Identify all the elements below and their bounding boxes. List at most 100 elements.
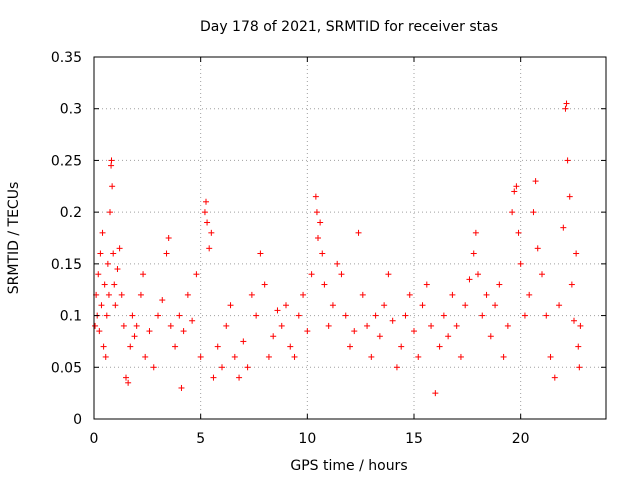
data-point: [313, 209, 320, 216]
data-point: [236, 374, 243, 381]
data-point: [287, 343, 294, 350]
data-point: [210, 374, 217, 381]
data-point: [261, 281, 268, 288]
data-point: [204, 219, 211, 226]
data-point: [98, 302, 105, 309]
data-point: [402, 312, 409, 319]
data-point: [568, 281, 575, 288]
data-point: [551, 374, 558, 381]
data-point: [419, 302, 426, 309]
data-point: [197, 353, 204, 360]
x-axis-label: GPS time / hours: [290, 458, 407, 474]
data-point: [125, 379, 132, 386]
data-point: [440, 312, 447, 319]
data-point: [479, 312, 486, 319]
data-point: [184, 291, 191, 298]
data-point: [108, 162, 115, 169]
data-point: [108, 157, 115, 164]
data-point: [573, 250, 580, 257]
data-point: [445, 333, 452, 340]
data-point: [556, 302, 563, 309]
chart-title: Day 178 of 2021, SRMTID for receiver sta…: [200, 19, 498, 35]
data-point: [227, 302, 234, 309]
data-point: [406, 291, 413, 298]
data-point: [315, 235, 321, 241]
plot-frame: [93, 56, 607, 420]
data-point: [104, 260, 111, 267]
data-point: [432, 390, 439, 397]
y-tick-label: 0.05: [51, 360, 82, 376]
data-point: [219, 364, 225, 371]
data-point: [155, 312, 161, 319]
data-point: [449, 291, 456, 298]
data-point: [576, 364, 583, 371]
data-point: [325, 322, 332, 329]
data-point: [457, 353, 464, 360]
y-axis-label: SRMTID / TECUs: [6, 182, 22, 295]
data-point: [500, 353, 507, 360]
data-point: [509, 209, 516, 216]
data-point: [364, 322, 371, 329]
data-point: [100, 343, 107, 350]
y-tick-label: 0.3: [60, 102, 82, 118]
data-point: [530, 209, 537, 216]
data-point: [189, 317, 196, 324]
data-point: [193, 271, 200, 278]
data-point: [118, 291, 125, 298]
data-point: [496, 281, 503, 288]
data-point: [563, 100, 570, 107]
data-point: [107, 209, 113, 216]
x-tick-label: 5: [196, 431, 205, 447]
data-point: [150, 364, 157, 371]
data-point: [137, 291, 144, 298]
data-point: [295, 312, 302, 319]
data-point: [534, 245, 541, 252]
data-point: [146, 328, 153, 335]
data-point: [178, 384, 185, 391]
data-point: [321, 281, 328, 288]
data-point: [253, 312, 260, 319]
y-tick-label: 0: [73, 412, 82, 428]
x-tick-label: 15: [405, 431, 423, 447]
data-point: [265, 353, 272, 360]
data-point: [278, 322, 285, 329]
y-tick-label: 0.1: [60, 309, 82, 325]
data-point: [472, 229, 479, 236]
data-point: [105, 291, 112, 298]
data-point: [389, 317, 396, 324]
data-point: [560, 224, 567, 231]
data-point: [385, 271, 392, 278]
data-point: [428, 322, 435, 329]
data-point: [547, 353, 554, 360]
data-point: [453, 322, 460, 329]
data-point: [398, 343, 405, 350]
data-point: [342, 312, 349, 319]
data-point: [133, 322, 140, 329]
data-point: [223, 322, 230, 329]
data-point: [466, 276, 473, 283]
data-point: [180, 328, 187, 335]
data-point: [257, 250, 264, 257]
data-point: [214, 343, 221, 350]
x-tick-label: 0: [90, 431, 99, 447]
data-point: [300, 291, 307, 298]
data-point: [562, 105, 569, 112]
data-point: [393, 364, 400, 371]
data-point: [436, 343, 443, 350]
data-point: [120, 322, 127, 329]
data-point: [543, 312, 550, 319]
data-point: [571, 317, 577, 324]
y-tick-label: 0.2: [60, 205, 82, 221]
data-point: [532, 178, 539, 185]
y-tick-label: 0.25: [51, 153, 82, 169]
data-point: [274, 307, 281, 314]
data-point: [231, 353, 238, 360]
y-tick-label: 0.35: [51, 50, 82, 66]
data-point: [167, 322, 174, 329]
data-point: [372, 312, 379, 319]
x-tick-label: 10: [298, 431, 316, 447]
data-point: [504, 322, 511, 329]
data-point: [483, 291, 490, 298]
data-point: [240, 338, 247, 345]
